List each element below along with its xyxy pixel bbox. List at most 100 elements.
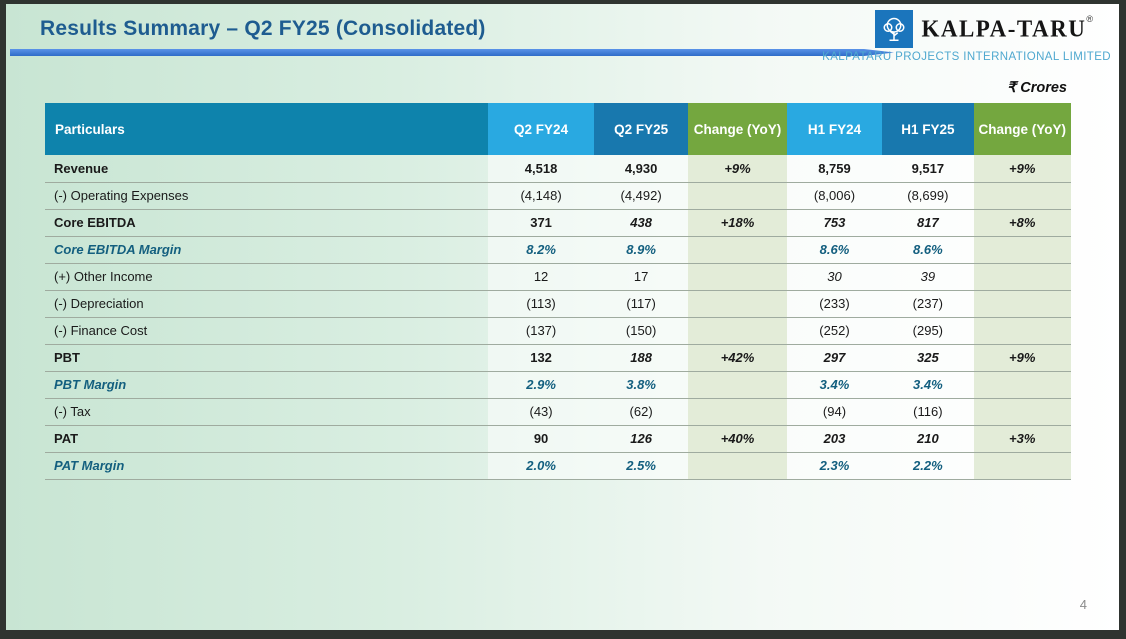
table-cell: +3% [973, 425, 1071, 453]
table-cell: 8.2% [488, 236, 594, 264]
table-cell: 2.9% [488, 371, 594, 399]
results-table: Particulars Q2 FY24 Q2 FY25 Change (YoY) H1 … [45, 103, 1071, 480]
table-cell: 30 [786, 263, 883, 291]
table-cell [973, 290, 1071, 318]
brand-name: KALPA-TARU [921, 15, 1087, 42]
column-header-6: Change (YoY) [973, 103, 1071, 155]
table-cell [688, 182, 787, 210]
table-cell: (137) [488, 317, 594, 345]
row-label: (-) Operating Expenses [45, 182, 489, 210]
table-row: (-) Depreciation (113) (117) (233) (237) [45, 290, 1071, 318]
table-cell: (252) [786, 317, 883, 345]
row-label: (-) Finance Cost [45, 317, 489, 345]
table-cell: 126 [593, 425, 689, 453]
table-cell [688, 398, 787, 426]
table-cell: +9% [973, 344, 1071, 372]
row-label: (-) Depreciation [45, 290, 489, 318]
table-row: (-) Operating Expenses (4,148) (4,492) (8,0… [45, 182, 1071, 210]
table-cell [688, 371, 787, 399]
table-cell: 39 [882, 263, 974, 291]
table-cell: 203 [786, 425, 883, 453]
column-header-3: Change (YoY) [688, 103, 787, 155]
row-label: (+) Other Income [45, 263, 489, 291]
table-row: (-) Tax (43) (62) (94) (116) [45, 398, 1071, 426]
table-header-row: Particulars Q2 FY24 Q2 FY25 Change (YoY) H1 … [45, 103, 1071, 155]
row-label: PAT Margin [45, 452, 489, 480]
table-cell: 371 [488, 209, 594, 237]
table-row: (-) Finance Cost (137) (150) (252) (295) [45, 317, 1071, 345]
table-cell: 3.4% [786, 371, 883, 399]
table-cell: 438 [593, 209, 689, 237]
table-cell [973, 263, 1071, 291]
column-header-1: Q2 FY24 [488, 103, 594, 155]
registered-mark: ® [1086, 14, 1093, 24]
units-label: ₹ Crores [1007, 80, 1067, 96]
column-header-2: Q2 FY25 [593, 103, 689, 155]
table-cell [973, 452, 1071, 480]
page-number: 4 [1079, 597, 1087, 612]
table-row: (+) Other Income 12 17 30 39 [45, 263, 1071, 291]
table-row: Core EBITDA 371 438 +18% 753 817 +8% [45, 209, 1071, 237]
row-label: Core EBITDA Margin [45, 236, 489, 264]
table-cell: (295) [882, 317, 974, 345]
table-cell: +18% [688, 209, 787, 237]
table-cell: +42% [688, 344, 787, 372]
table-body: Revenue 4,518 4,930 +9% 8,759 9,517 +9% (-) Ope… [45, 155, 1071, 480]
row-label: PBT Margin [45, 371, 489, 399]
kalpataru-tree-icon [875, 10, 914, 48]
table-cell: 90 [488, 425, 594, 453]
table-cell: 9,517 [882, 155, 974, 183]
table-cell: (62) [593, 398, 689, 426]
table-cell: 132 [488, 344, 594, 372]
table-cell: (113) [488, 290, 594, 318]
table-cell: (150) [593, 317, 689, 345]
table-cell: 2.3% [786, 452, 883, 480]
table-cell [688, 236, 787, 264]
table-cell: +9% [688, 155, 787, 183]
table-cell [688, 263, 787, 291]
table-cell: +8% [973, 209, 1071, 237]
table-cell: (43) [488, 398, 594, 426]
table-cell: 4,930 [593, 155, 689, 183]
row-label: PBT [45, 344, 489, 372]
table-row: Core EBITDA Margin 8.2% 8.9% 8.6% 8.6% [45, 236, 1071, 264]
table-cell [688, 317, 787, 345]
table-cell: 8.6% [786, 236, 883, 264]
slide: Results Summary – Q2 FY25 (Consolidated)… [6, 4, 1119, 630]
table-cell: 4,518 [488, 155, 594, 183]
row-label: Core EBITDA [45, 209, 489, 237]
table-cell: 12 [488, 263, 594, 291]
table-cell: 2.2% [882, 452, 974, 480]
results-table-wrap: Particulars Q2 FY24 Q2 FY25 Change (YoY) H1 … [45, 103, 1071, 480]
table-cell: (94) [786, 398, 883, 426]
table-cell [973, 317, 1071, 345]
company-name-line: KALPATARU PROJECTS INTERNATIONAL LIMITED [822, 51, 1111, 63]
table-cell [688, 452, 787, 480]
table-cell: +40% [688, 425, 787, 453]
column-header-0: Particulars [45, 103, 489, 155]
table-cell [973, 236, 1071, 264]
column-header-5: H1 FY25 [882, 103, 974, 155]
table-cell: (116) [882, 398, 974, 426]
company-logo: KALPA-TARU ® [875, 10, 1093, 48]
column-header-4: H1 FY24 [786, 103, 883, 155]
page-title: Results Summary – Q2 FY25 (Consolidated) [40, 17, 486, 40]
table-cell: +9% [973, 155, 1071, 183]
table-cell: 8,759 [786, 155, 883, 183]
title-underline [10, 49, 894, 56]
table-cell: 8.9% [593, 236, 689, 264]
table-cell: 2.0% [488, 452, 594, 480]
row-label: (-) Tax [45, 398, 489, 426]
table-cell: 17 [593, 263, 689, 291]
table-cell: (8,699) [882, 182, 974, 210]
table-cell [688, 290, 787, 318]
table-cell: 325 [882, 344, 974, 372]
table-row: PAT Margin 2.0% 2.5% 2.3% 2.2% [45, 452, 1071, 480]
row-label: PAT [45, 425, 489, 453]
table-cell: 753 [786, 209, 883, 237]
table-row: Revenue 4,518 4,930 +9% 8,759 9,517 +9% [45, 155, 1071, 183]
table-cell: (117) [593, 290, 689, 318]
table-cell: 297 [786, 344, 883, 372]
table-row: PBT 132 188 +42% 297 325 +9% [45, 344, 1071, 372]
